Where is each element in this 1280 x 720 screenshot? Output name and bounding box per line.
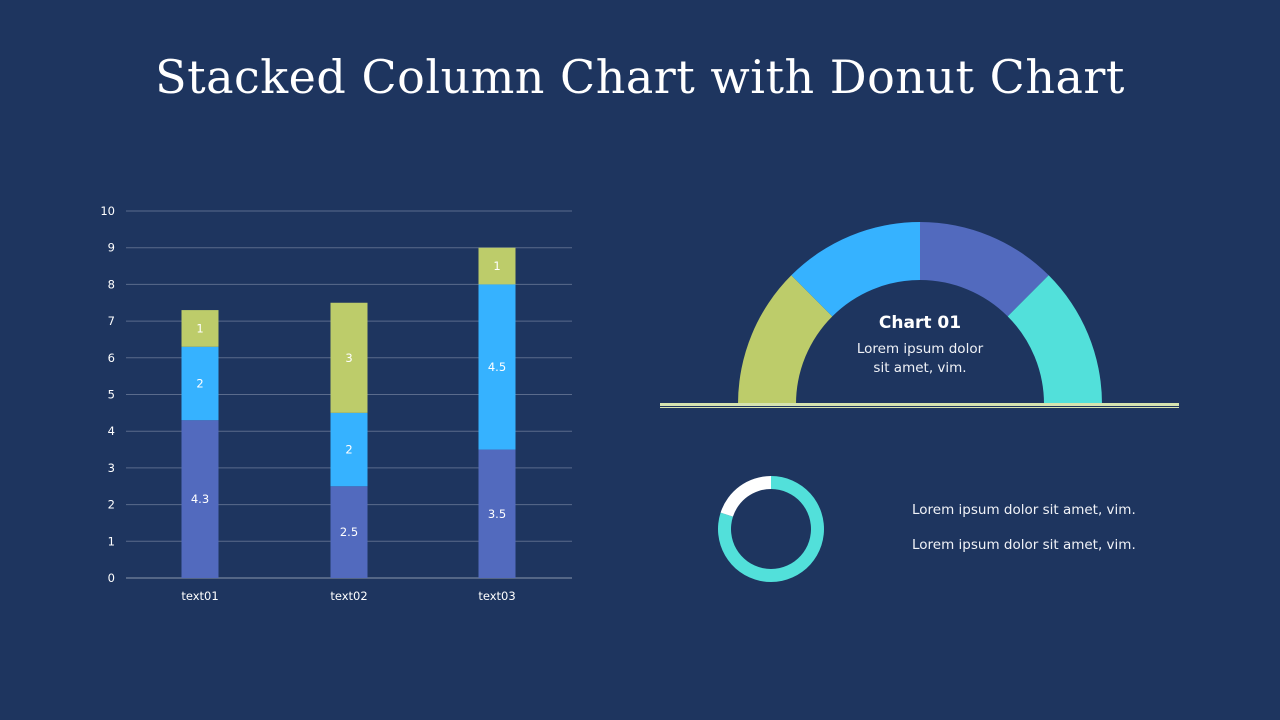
data-label: 3.5: [488, 507, 506, 521]
gauge-segment: [738, 275, 833, 404]
bar-segment: [330, 486, 368, 578]
bar-segment: [330, 412, 368, 487]
page-title: Stacked Column Chart with Donut Chart: [155, 50, 1125, 104]
y-tick-label: 9: [108, 241, 115, 255]
y-tick-label: 7: [108, 314, 115, 328]
bar-segment: [478, 449, 516, 578]
y-tick-label: 6: [108, 351, 115, 365]
gauge-subtitle-line: Lorem ipsum dolor: [856, 341, 984, 357]
data-label: 2: [196, 376, 203, 390]
y-tick-label: 8: [108, 277, 115, 291]
gauge-segment: [920, 222, 1049, 317]
y-tick-label: 0: [108, 571, 115, 585]
gauge-segment: [1007, 275, 1102, 404]
data-label: 1: [493, 259, 500, 273]
y-tick-label: 10: [100, 204, 115, 218]
gauge-title: Chart 01: [878, 313, 962, 333]
note-text: Lorem ipsum dolor sit amet, vim.: [912, 502, 1136, 518]
bar-segment: [478, 284, 516, 450]
bar-segment: [181, 420, 219, 578]
bar-segment: [181, 310, 219, 347]
donut-segment: [720, 476, 771, 517]
y-tick-label: 4: [108, 424, 115, 438]
bar-segment: [478, 247, 516, 285]
y-tick-label: 1: [108, 534, 115, 548]
gauge-subtitle: Lorem ipsum dolor sit amet, vim.: [820, 340, 1020, 378]
baseline-divider: [660, 403, 1179, 406]
x-tick-label: text03: [478, 589, 515, 603]
gauge-subtitle-line: sit amet, vim.: [873, 360, 967, 376]
data-label: 4.5: [488, 360, 506, 374]
x-tick-label: text01: [181, 589, 218, 603]
bar-segment: [181, 346, 219, 421]
data-label: 2.5: [340, 525, 358, 539]
note-text: Lorem ipsum dolor sit amet, vim.: [912, 537, 1136, 553]
y-tick-label: 5: [108, 388, 115, 402]
data-label: 3: [345, 351, 352, 365]
x-tick-label: text02: [330, 589, 367, 603]
y-tick-label: 2: [108, 498, 115, 512]
bar-segment: [330, 302, 368, 413]
data-label: 1: [196, 321, 203, 335]
baseline-divider: [660, 407, 1179, 408]
data-label: 2: [345, 443, 352, 457]
y-tick-label: 3: [108, 461, 115, 475]
gauge-segment: [791, 222, 920, 317]
data-label: 4.3: [191, 492, 209, 506]
